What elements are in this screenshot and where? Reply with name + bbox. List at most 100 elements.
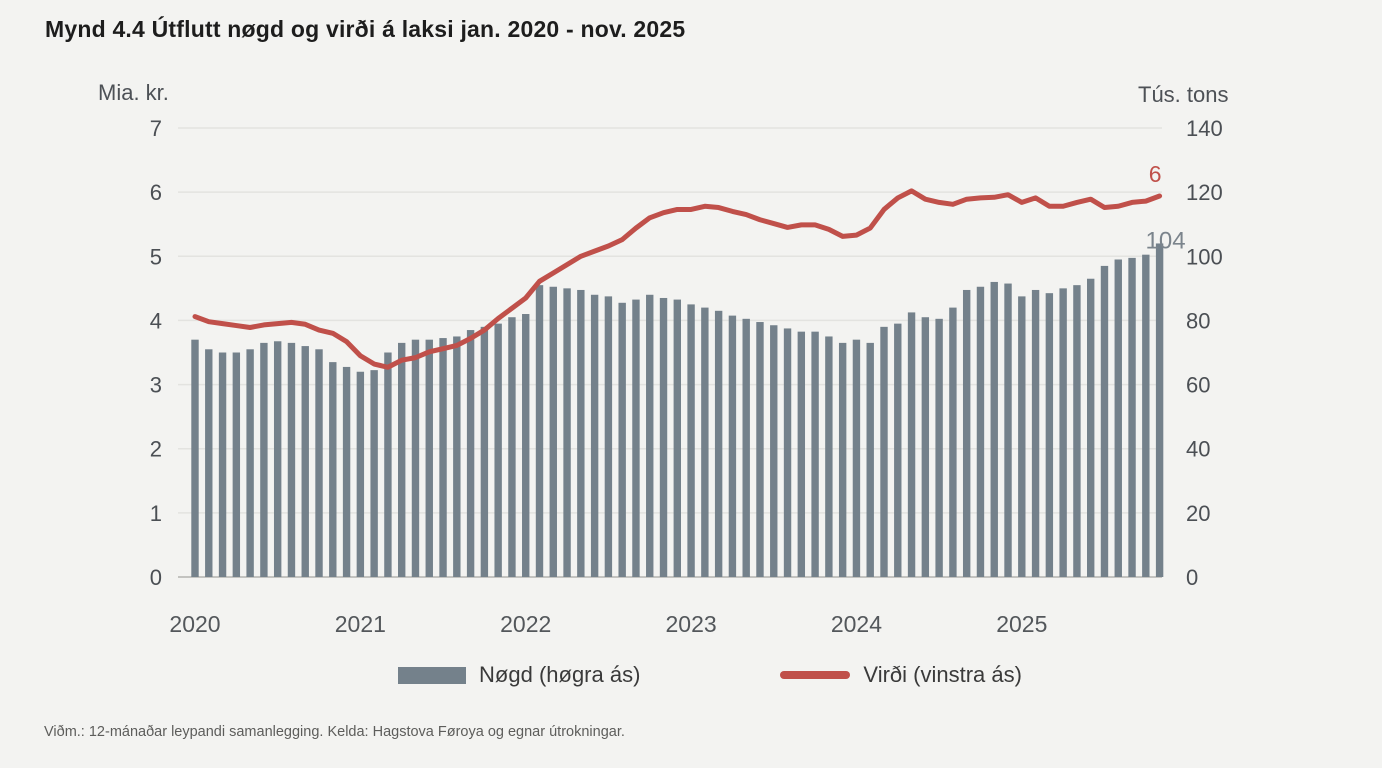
- bar: [287, 342, 296, 577]
- bar: [494, 323, 502, 577]
- right-axis-tick: 140: [1186, 116, 1223, 141]
- left-axis-tick: 4: [150, 308, 162, 333]
- chart-legend: Nøgd (høgra ás) Virði (vinstra ás): [40, 662, 1380, 688]
- bar: [522, 314, 530, 577]
- bar: [563, 288, 571, 577]
- bar: [825, 336, 833, 577]
- bar: [549, 286, 557, 577]
- bar: [962, 289, 971, 577]
- right-axis-tick: 0: [1186, 565, 1198, 590]
- bar: [770, 325, 778, 577]
- bar: [439, 338, 447, 577]
- bar: [260, 342, 268, 577]
- bar: [218, 352, 227, 577]
- bar: [976, 286, 985, 577]
- bar: [411, 339, 420, 577]
- bar: [797, 331, 806, 577]
- right-axis-tick: 100: [1186, 244, 1223, 269]
- bar: [618, 302, 626, 577]
- bar: [659, 297, 668, 577]
- x-axis-year-label: 2020: [169, 611, 220, 637]
- left-axis-tick: 1: [150, 501, 162, 526]
- bar: [1114, 259, 1122, 577]
- bar: [756, 322, 764, 577]
- bar: [1087, 278, 1095, 577]
- bar: [949, 307, 957, 577]
- bar: [315, 349, 323, 577]
- bar: [205, 349, 213, 577]
- bar: [646, 294, 654, 577]
- bar: [425, 339, 433, 577]
- x-axis-year-label: 2025: [996, 611, 1047, 637]
- bar: [1128, 257, 1136, 577]
- right-axis-unit-label: Tús. tons: [1138, 82, 1229, 107]
- bar: [370, 370, 378, 577]
- value-line: [192, 188, 1163, 370]
- bar: [398, 342, 406, 577]
- bar: [935, 318, 943, 577]
- bar: [632, 299, 640, 577]
- bar: [356, 371, 365, 577]
- legend-item-virdi: Virði (vinstra ás): [780, 662, 1022, 688]
- bar-end-value-label: 104: [1146, 227, 1186, 254]
- bar: [714, 310, 723, 577]
- bar: [1155, 243, 1164, 577]
- bar: [1004, 283, 1012, 577]
- bar: [783, 328, 792, 577]
- bar: [232, 352, 241, 577]
- bar: [466, 330, 475, 577]
- bar: [687, 304, 695, 577]
- bar: [191, 339, 199, 577]
- bar: [894, 323, 902, 577]
- legend-item-nogd: Nøgd (høgra ás): [398, 662, 640, 688]
- bar: [1142, 254, 1150, 578]
- line-series-swatch: [780, 671, 851, 679]
- bar: [701, 307, 709, 577]
- bar: [921, 317, 930, 577]
- bar: [990, 281, 998, 577]
- bar: [1073, 285, 1081, 577]
- left-axis-tick: 5: [150, 244, 162, 269]
- bar: [838, 342, 847, 577]
- bar: [866, 342, 874, 577]
- x-axis-year-label: 2024: [831, 611, 882, 637]
- bar: [1031, 289, 1040, 577]
- bar: [342, 366, 351, 577]
- left-axis-tick: 0: [150, 565, 162, 590]
- bar: [535, 285, 544, 577]
- bar: [1100, 265, 1109, 577]
- right-axis-tick: 120: [1186, 180, 1223, 205]
- right-axis-tick: 60: [1186, 373, 1210, 398]
- left-axis-tick: 7: [150, 116, 162, 141]
- bar-series-swatch: [398, 666, 467, 684]
- right-axis-tick: 20: [1186, 501, 1210, 526]
- bar: [728, 315, 737, 577]
- left-axis-tick: 2: [150, 437, 162, 462]
- legend-label-nogd: Nøgd (høgra ás): [479, 662, 641, 687]
- chart-title: Mynd 4.4 Útflutt nøgd og virði á laksi j…: [45, 16, 686, 42]
- bar: [508, 317, 516, 577]
- bar: [453, 336, 461, 577]
- bar: [604, 296, 613, 577]
- bar: [852, 339, 861, 577]
- x-axis-year-label: 2022: [500, 611, 551, 637]
- bar: [246, 349, 254, 577]
- x-axis-year-label: 2021: [335, 611, 386, 637]
- bar: [1059, 288, 1067, 577]
- source-footnote: Viðm.: 12-mánaðar leypandi samanlegging.…: [44, 724, 625, 740]
- bar: [880, 326, 888, 577]
- right-axis-tick: 80: [1186, 308, 1210, 333]
- bar: [1018, 296, 1026, 577]
- bar: [907, 312, 916, 577]
- bar: [273, 341, 282, 577]
- bar: [811, 331, 819, 577]
- bar: [329, 362, 337, 577]
- bar: [1045, 293, 1054, 577]
- bar: [301, 346, 309, 577]
- bar: [590, 294, 599, 577]
- bar: [673, 299, 681, 577]
- bar: [577, 289, 585, 577]
- left-axis-tick: 3: [150, 373, 162, 398]
- bar: [480, 326, 489, 577]
